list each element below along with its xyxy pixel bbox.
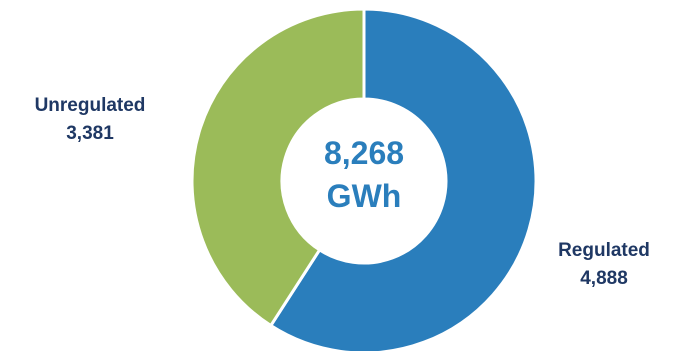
slice-unregulated <box>190 7 366 328</box>
slice-label-regulated-name: Regulated <box>558 240 650 261</box>
slices-group <box>190 7 538 351</box>
slice-regulated <box>268 7 538 351</box>
center-unit-label: GWh <box>327 178 402 214</box>
slice-label-unregulated-name: Unregulated <box>35 95 146 116</box>
slice-label-regulated-value: 4,888 <box>580 268 628 289</box>
center-total-value: 8,268 <box>324 135 404 171</box>
slice-label-unregulated-value: 3,381 <box>66 123 114 144</box>
